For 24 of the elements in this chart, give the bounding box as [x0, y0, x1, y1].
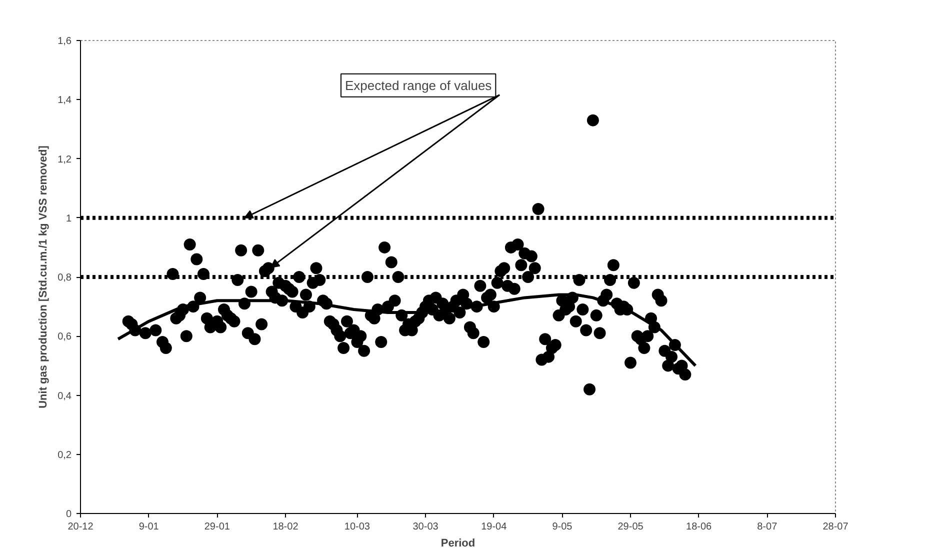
x-tick-label: 8-07: [757, 522, 778, 532]
x-tick-label: 30-03: [412, 522, 439, 532]
x-tick-label: 29-01: [204, 522, 230, 532]
y-tick-label: 0: [66, 509, 72, 520]
x-tick-label: 18-06: [686, 522, 712, 532]
x-tick-label: 28-07: [822, 522, 849, 532]
x-tick-label: 20-12: [68, 522, 94, 532]
y-tick-label: 0,4: [58, 390, 72, 402]
x-tick-label: 19-04: [481, 522, 508, 532]
x-tick-label: 29-05: [618, 522, 644, 532]
y-tick-label: 0,8: [58, 272, 72, 284]
x-axis-title: Period: [440, 538, 476, 550]
annotation: Expected range of values: [344, 78, 492, 93]
y-tick-label: 1: [66, 213, 72, 224]
x-tick-label: 18-02: [272, 522, 299, 532]
y-tick-label: 1,4: [58, 95, 72, 106]
y-tick-label: 0,6: [58, 332, 72, 343]
y-tick-label: 1,6: [58, 36, 72, 47]
y-tick-label: 1,2: [58, 154, 72, 166]
x-tick-label: 9-05: [552, 522, 573, 532]
y-tick-label: 0,2: [58, 450, 72, 461]
x-tick-label: 9-01: [138, 522, 160, 532]
y-axis-title: Unit gas production [Std.cu.m./1 kg VSS removed]: [38, 145, 50, 408]
x-tick-label: 10-03: [344, 522, 370, 532]
